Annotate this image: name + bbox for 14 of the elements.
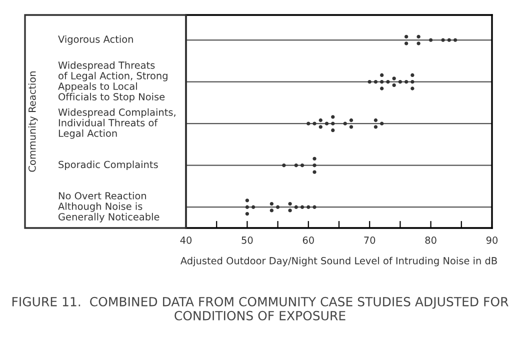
- x-tick-label: 40: [180, 236, 192, 244]
- text: FIGURE 11. COMBINED DATA FROM COMMUNITY CASE STUDIES ADJUSTED FOR CONDITIONS OF EXPOSURE: [12, 296, 508, 320]
- x-tick-label: 60: [302, 236, 314, 244]
- y-tick-label: No Overt Reaction Although Noise is Generally Noticeable: [58, 192, 160, 222]
- x-tick-label: 70: [364, 236, 376, 244]
- x-tick-label: 90: [486, 236, 498, 244]
- x-tick-label: 80: [425, 236, 436, 244]
- x-axis-title: Adjusted Outdoor Day/Night Sound Level of Intruding Noise in dB: [180, 256, 497, 266]
- text: Community Reaction: [28, 72, 38, 172]
- y-tick-label: Widespread Threats of Legal Action, Strong Appeals to Local Officials to Stop Noise: [58, 61, 168, 102]
- x-tick-label: 50: [242, 236, 253, 244]
- y-tick-label: Sporadic Complaints: [58, 160, 158, 170]
- y-tick-label: Widespread Complaints, Individual Threats of Legal Action: [58, 108, 176, 139]
- y-tick-label: Vigorous Action: [58, 35, 133, 45]
